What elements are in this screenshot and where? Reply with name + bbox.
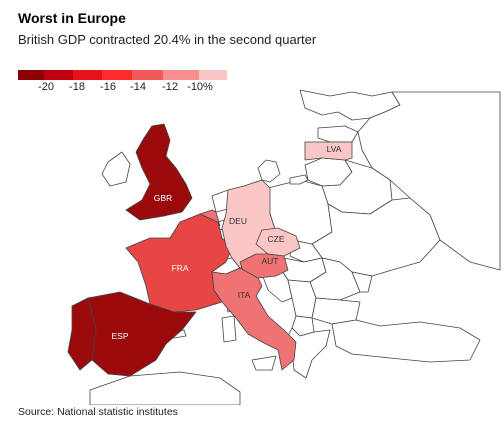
- legend-swatch-2: [44, 70, 73, 80]
- legend-tick: -10%: [187, 81, 213, 93]
- island-sicily: [251, 355, 277, 371]
- label-deu: DEU: [229, 216, 247, 226]
- legend-tick: -16: [100, 81, 116, 93]
- country-shape-tur: [331, 319, 481, 363]
- country-shape-ita: [211, 267, 297, 371]
- label-esp: ESP: [111, 331, 128, 341]
- label-aut: AUT: [262, 256, 279, 266]
- country-shape-irl: [101, 151, 131, 187]
- legend-tick: -20: [38, 81, 54, 93]
- legend-swatch-5: [132, 70, 163, 80]
- country-shape-gbr: [125, 123, 193, 221]
- island-sardinia: [221, 315, 237, 343]
- label-ita: ITA: [238, 290, 251, 300]
- label-gbr: GBR: [154, 193, 172, 203]
- legend-swatch-6: [163, 70, 199, 80]
- legend-swatch-7: [199, 70, 227, 80]
- legend-swatch-4: [102, 70, 132, 80]
- legend-swatch-1: [18, 70, 44, 80]
- country-shape-dnk: [257, 159, 281, 183]
- label-lva: LVA: [327, 144, 342, 154]
- europe-map: GBR FRA ESP ITA AUT DEU CZE LVA: [67, 90, 501, 405]
- country-shape-bel: [199, 209, 221, 227]
- country-shape-prt: [67, 297, 97, 371]
- legend-swatch-3: [73, 70, 102, 80]
- country-shape-cze: [255, 227, 301, 257]
- legend-tick: -14: [130, 81, 146, 93]
- legend-tick: -18: [69, 81, 85, 93]
- label-fra: FRA: [172, 263, 189, 273]
- label-cze: CZE: [268, 234, 285, 244]
- country-shape-est: [317, 125, 359, 143]
- country-shape-africa: [89, 371, 241, 405]
- country-shape-srb: [287, 279, 317, 319]
- country-shape-fra: [125, 213, 233, 313]
- country-shape-bgr: [311, 297, 361, 325]
- chart-subtitle: British GDP contracted 20.4% in the seco…: [18, 32, 317, 47]
- country-shape-lva: [304, 141, 353, 161]
- legend-tick: -12: [162, 81, 178, 93]
- country-shape-kal: [289, 174, 309, 185]
- country-shape-mda: [351, 271, 373, 293]
- legend: -20 -18 -16 -14 -12 -10%: [18, 70, 230, 100]
- source-note: Source: National statistic institutes: [18, 406, 178, 418]
- chart-title: Worst in Europe: [18, 10, 126, 26]
